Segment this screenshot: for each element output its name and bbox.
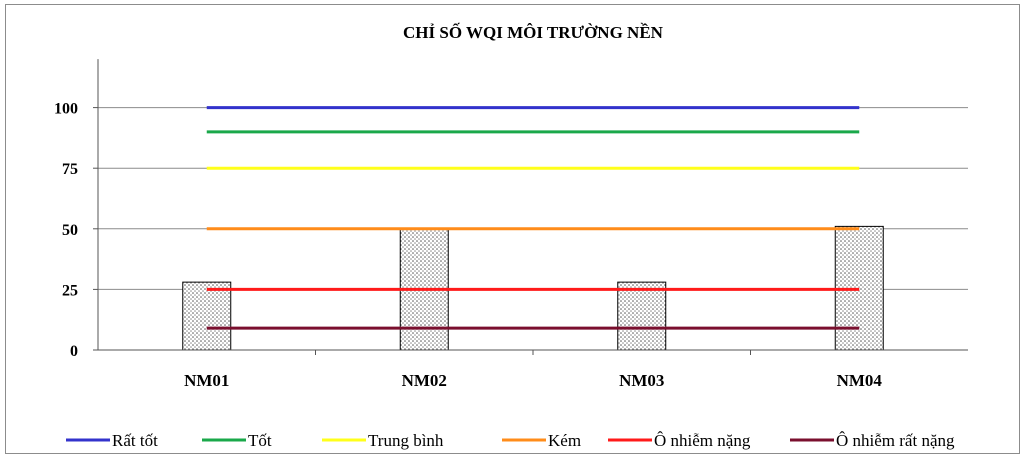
reference-line-layer [206,106,860,330]
y-tick-label: 50 [62,222,78,239]
legend-label-5: Ô nhiễm nặng [654,431,751,450]
x-tick-label: NM03 [619,371,664,390]
bar-nm01 [182,281,232,351]
y-tick-label: 75 [62,161,78,178]
legend-label-1: Rất tốt [112,431,158,450]
y-tick-label: 0 [70,343,78,360]
x-tick-label: NM04 [837,371,883,390]
x-tick-label: NM01 [184,371,229,390]
legend-label-6: Ô nhiễm rất nặng [836,431,955,450]
legend-label-4: Kém [548,431,581,450]
legend-label-3: Trung bình [368,431,444,450]
bar-nm03 [617,281,667,351]
legend-label-2: Tốt [248,431,272,450]
y-tick-label: 100 [54,101,78,118]
x-tick-label: NM02 [402,371,447,390]
axis-layer: 0 25 50 75 100 NM01 NM02 NM03 NM04 [54,59,968,390]
chart-title: CHỈ SỐ WQI MÔI TRƯỜNG NỀN [403,22,664,42]
y-tick-label: 25 [62,282,78,299]
legend: Rất tốt Tốt Trung bình Kém Ô nhiễm nặng Ô nhi… [66,431,955,450]
